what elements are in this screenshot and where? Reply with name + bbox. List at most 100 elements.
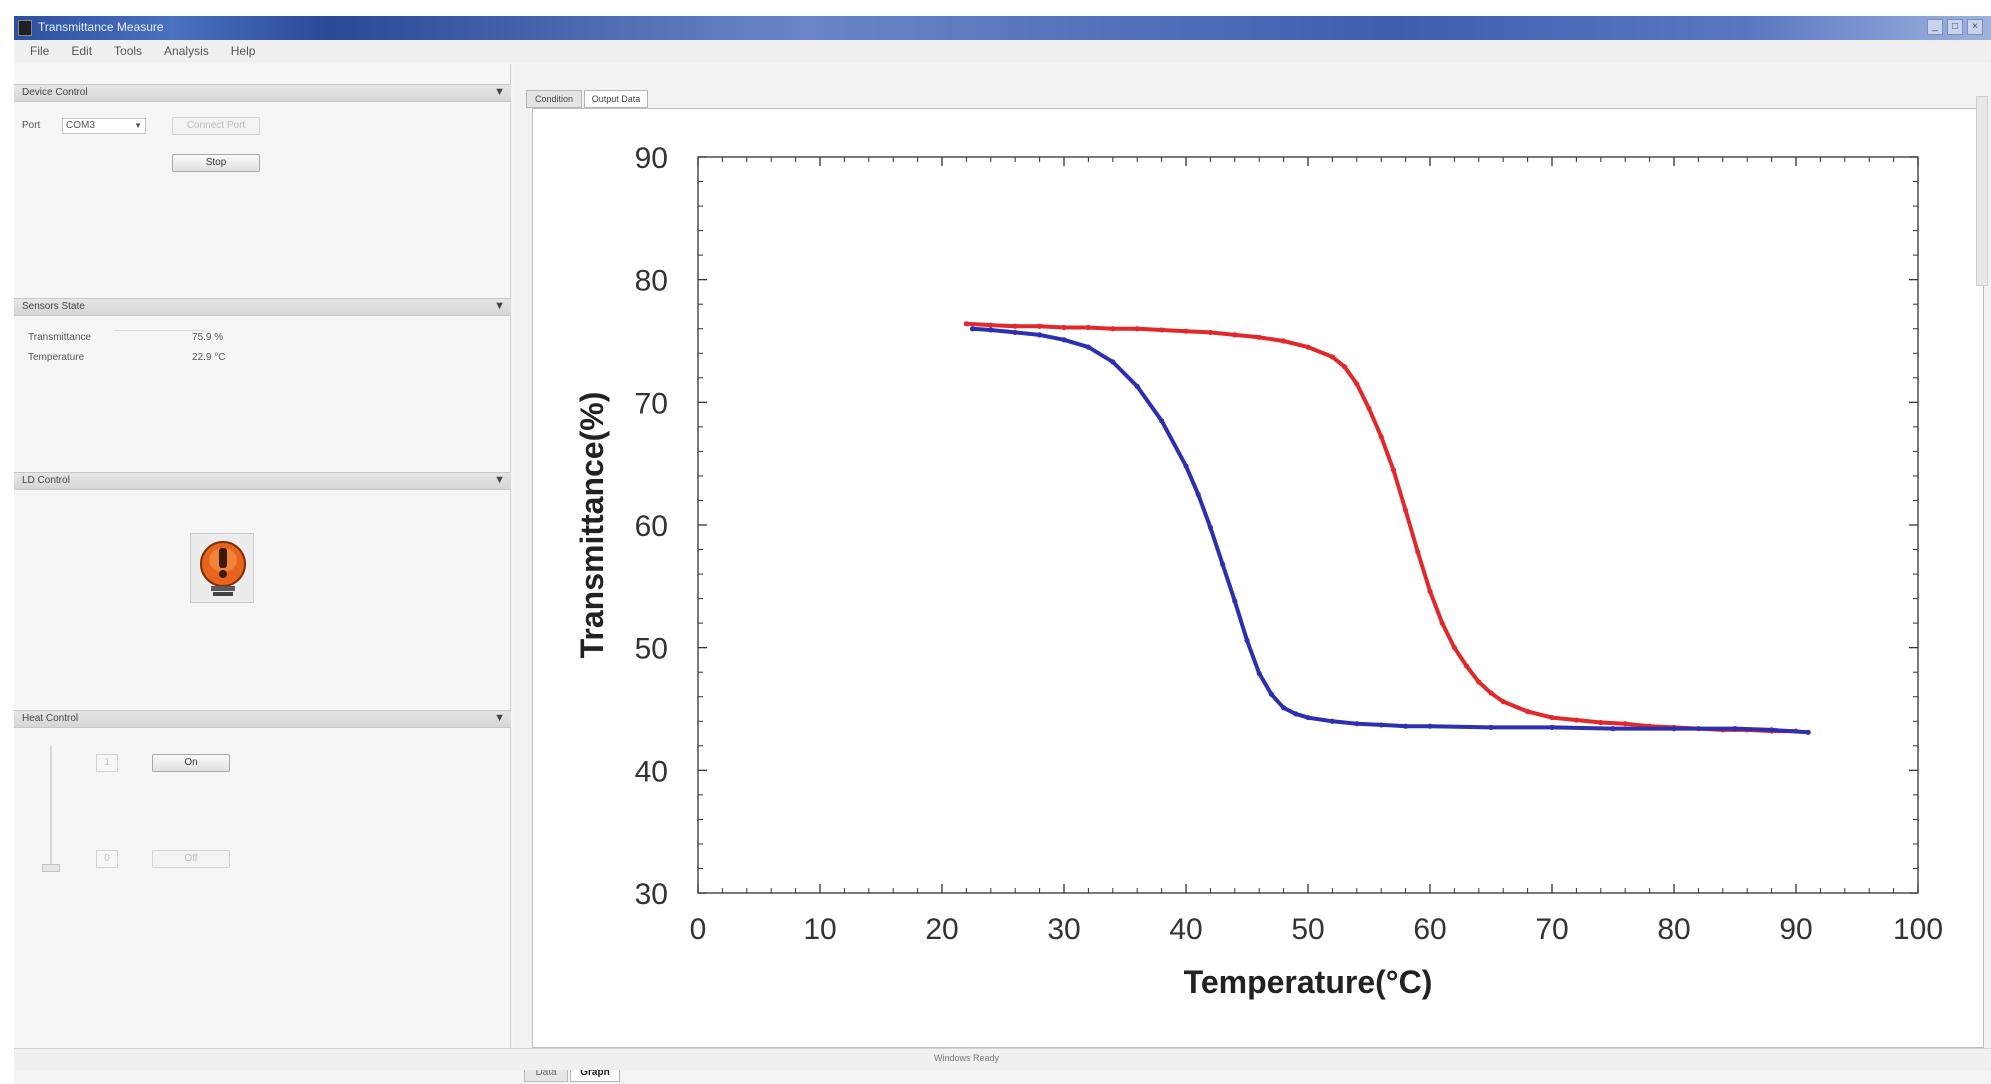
collapse-icon[interactable]: ▼ xyxy=(494,300,505,312)
heating-point xyxy=(1134,326,1140,332)
app-icon xyxy=(18,20,32,36)
x-tick-label: 30 xyxy=(1047,913,1080,946)
ld-control-header[interactable]: LD Control ▼ xyxy=(14,472,511,490)
cooling-point xyxy=(1012,329,1018,336)
port-value: COM3 xyxy=(66,120,95,131)
port-label: Port xyxy=(22,120,41,131)
heating-point xyxy=(1390,467,1396,473)
chevron-down-icon: ▼ xyxy=(134,121,142,130)
heat-on-button[interactable]: On xyxy=(152,754,230,772)
laser-toggle-button[interactable] xyxy=(190,533,254,603)
x-tick-label: 100 xyxy=(1893,913,1943,946)
x-tick-label: 20 xyxy=(925,913,958,946)
cooling-point xyxy=(1061,337,1067,343)
heating-point xyxy=(1281,338,1287,344)
heating-point xyxy=(1012,323,1018,329)
stop-button[interactable]: Stop xyxy=(172,154,260,172)
cooling-point xyxy=(988,327,994,333)
heating-point xyxy=(1256,334,1262,340)
menu-file[interactable]: File xyxy=(30,44,50,58)
cooling-point xyxy=(1110,359,1116,365)
heating-point xyxy=(1354,381,1360,387)
cooling-point xyxy=(1037,332,1043,338)
cooling-point xyxy=(1281,705,1287,711)
cooling-point xyxy=(1159,418,1165,424)
heating-point xyxy=(963,321,969,327)
title-bar: Transmittance Measure _ □ × xyxy=(14,16,1991,40)
heating-point xyxy=(1488,690,1494,696)
heating-point xyxy=(1598,719,1604,726)
status-bar: Windows Ready xyxy=(14,1048,1991,1070)
heating-point xyxy=(1403,507,1409,513)
heating-point xyxy=(1378,434,1384,440)
heating-point xyxy=(1415,549,1421,555)
collapse-icon[interactable]: ▼ xyxy=(494,474,505,486)
cooling-point xyxy=(1256,670,1262,677)
y-tick-label: 80 xyxy=(635,265,668,298)
minimize-button[interactable]: _ xyxy=(1927,19,1943,35)
heating-curve xyxy=(964,321,1798,734)
sensors-state-header[interactable]: Sensors State ▼ xyxy=(14,298,511,316)
y-tick-label: 30 xyxy=(635,878,668,911)
connect-port-button[interactable]: Connect Port xyxy=(172,117,260,135)
heating-point xyxy=(1037,323,1043,329)
cooling-point xyxy=(1268,691,1274,697)
menu-tools[interactable]: Tools xyxy=(114,44,143,58)
heating-point xyxy=(1110,326,1116,332)
cooling-point xyxy=(1354,721,1360,727)
vertical-scrollbar[interactable] xyxy=(1976,96,1988,286)
menu-help[interactable]: Help xyxy=(230,44,256,58)
x-tick-label: 60 xyxy=(1413,913,1446,946)
tab-output-data[interactable]: Output Data xyxy=(584,90,648,108)
x-axis-label: Temperature(°C) xyxy=(1184,964,1433,1000)
heating-point xyxy=(1183,328,1189,334)
x-tick-label: 80 xyxy=(1657,913,1690,946)
cooling-point xyxy=(1805,729,1811,735)
cooling-point xyxy=(1769,727,1775,733)
heating-point xyxy=(1232,332,1238,338)
x-tick-label: 0 xyxy=(690,913,707,946)
heating-point xyxy=(1366,405,1372,412)
cooling-point xyxy=(969,326,976,332)
heat-slider-track[interactable] xyxy=(50,746,52,866)
tab-condition[interactable]: Condition xyxy=(526,90,582,108)
x-tick-label: 40 xyxy=(1169,913,1202,946)
collapse-icon[interactable]: ▼ xyxy=(494,712,505,724)
heat-up-spinner[interactable]: 1 xyxy=(96,754,118,772)
heating-point xyxy=(1525,708,1531,715)
maximize-button[interactable]: □ xyxy=(1947,19,1963,35)
plot-border xyxy=(697,156,1919,894)
heating-point xyxy=(1207,329,1213,336)
heating-point xyxy=(1464,663,1470,669)
sensors-state-title: Sensors State xyxy=(22,301,85,312)
port-select[interactable]: COM3 ▼ xyxy=(62,118,146,134)
y-tick-label: 60 xyxy=(635,510,668,543)
menu-bar: File Edit Tools Analysis Help xyxy=(14,40,1991,62)
temperature-label: Temperature xyxy=(28,352,85,363)
heating-point xyxy=(1329,354,1335,360)
menu-edit[interactable]: Edit xyxy=(71,44,93,58)
cooling-point xyxy=(1183,463,1189,469)
cooling-point xyxy=(1207,524,1213,531)
heat-down-spinner[interactable]: 0 xyxy=(96,850,118,868)
close-button[interactable]: × xyxy=(1967,19,1983,35)
transmittance-chart: 0 10 20 30 40 50 60 70 80 90 100 30 40 50 60 70 80 90 Temp… xyxy=(574,142,1943,1000)
menu-analysis[interactable]: Analysis xyxy=(164,44,209,58)
heating-point xyxy=(1573,717,1579,723)
device-control-header[interactable]: Device Control ▼ xyxy=(14,84,511,102)
heating-point xyxy=(988,322,994,328)
status-text: Windows Ready xyxy=(934,1053,1000,1063)
heat-control-header[interactable]: Heat Control ▼ xyxy=(14,710,511,728)
divider xyxy=(114,330,204,331)
heat-slider-thumb[interactable] xyxy=(42,864,60,872)
warning-bulb-icon xyxy=(200,541,246,596)
ld-control-title: LD Control xyxy=(22,475,70,486)
y-tick-label: 70 xyxy=(635,387,668,420)
heat-off-button[interactable]: Off xyxy=(152,850,230,868)
heating-point xyxy=(1305,344,1311,350)
collapse-icon[interactable]: ▼ xyxy=(494,86,505,98)
cooling-point xyxy=(1671,726,1677,732)
cooling-point xyxy=(1195,491,1201,497)
heating-point xyxy=(1427,588,1433,594)
cooling-point xyxy=(1403,723,1409,729)
